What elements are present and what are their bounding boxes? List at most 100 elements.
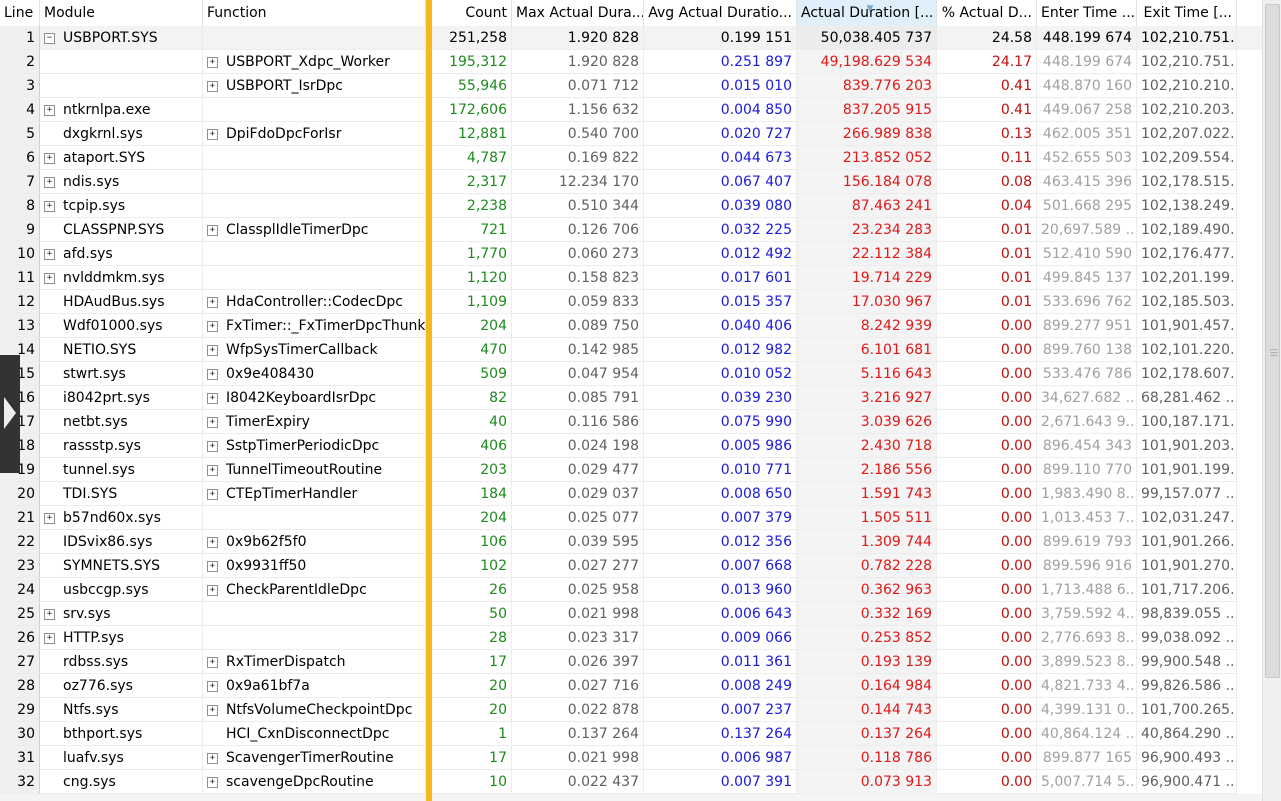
- avg-duration-cell: 0.011 361: [644, 650, 797, 674]
- table-row[interactable]: 4 + ntkrnlpa.exe 172,606 1.156 632 0.004 850 8…: [0, 98, 1262, 122]
- table-row[interactable]: 7 + ndis.sys 2,317 12.234 170 0.067 407 156.18…: [0, 170, 1262, 194]
- line-number: 27: [0, 650, 40, 674]
- header-line[interactable]: Line: [0, 0, 40, 26]
- plus-box-icon[interactable]: +: [207, 368, 218, 380]
- plus-box-icon[interactable]: +: [207, 56, 218, 68]
- plus-box-icon[interactable]: +: [207, 320, 218, 332]
- avg-duration-cell: 0.020 727: [644, 122, 797, 146]
- table-row[interactable]: 22 IDSvix86.sys +0x9b62f5f0 106 0.039 595 0.0…: [0, 530, 1262, 554]
- table-row[interactable]: 6 + ataport.SYS 4,787 0.169 822 0.044 673 213.…: [0, 146, 1262, 170]
- table-row[interactable]: 12 HDAudBus.sys + HdaController::CodecDpc 1,…: [0, 290, 1262, 314]
- enter-time-cell: 20,697.589 ...: [1037, 218, 1137, 242]
- function-cell: [203, 506, 426, 530]
- plus-box-icon[interactable]: +: [207, 80, 218, 92]
- table-row[interactable]: 14 NETIO.SYS + WfpSysTimerCallback 470 0.142 …: [0, 338, 1262, 362]
- table-row[interactable]: 19 tunnel.sys + TunnelTimeoutRoutine 203 0.02…: [0, 458, 1262, 482]
- table-row[interactable]: 30 bthport.sys HCI_CxnDisconnectDpc 1 0.137 …: [0, 722, 1262, 746]
- exit-time-cell: 96,900.493 ...: [1137, 746, 1237, 770]
- plus-box-icon[interactable]: +: [207, 488, 218, 500]
- exit-time-cell: 98,839.055 ...: [1137, 602, 1237, 626]
- table-row[interactable]: 24 usbccgp.sys + CheckParentIdleDpc 26 0.025 …: [0, 578, 1262, 602]
- plus-box-icon[interactable]: +: [207, 776, 218, 788]
- header-module[interactable]: Module: [40, 0, 203, 26]
- frozen-column-splitter[interactable]: [426, 0, 432, 801]
- table-row[interactable]: 32 cng.sys + scavengeDpcRoutine 10 0.022 437 0…: [0, 770, 1262, 794]
- plus-box-icon[interactable]: +: [44, 200, 55, 212]
- header-exit-time[interactable]: Exit Time [...: [1137, 0, 1237, 26]
- plus-box-icon[interactable]: +: [207, 680, 218, 692]
- table-row[interactable]: 23 SYMNETS.SYS +0x9931ff50 102 0.027 277 0.00…: [0, 554, 1262, 578]
- max-duration-cell: 0.029 037: [512, 482, 644, 506]
- table-row[interactable]: 28 oz776.sys +0x9a61bf7a 20 0.027 716 0.008 2…: [0, 674, 1262, 698]
- header-actual-duration[interactable]: ▼ Actual Duration [...: [797, 0, 937, 26]
- table-row[interactable]: 10 + afd.sys 1,770 0.060 273 0.012 492 22.112 …: [0, 242, 1262, 266]
- header-pct-actual-duration[interactable]: % Actual D...: [937, 0, 1037, 26]
- count-cell: 26: [432, 578, 512, 602]
- line-number: 31: [0, 746, 40, 770]
- module-cell: + ataport.SYS: [40, 146, 203, 170]
- plus-box-icon[interactable]: +: [207, 752, 218, 764]
- scrollbar-thumb[interactable]: — — —: [1265, 4, 1280, 678]
- table-row[interactable]: 31 luafv.sys + ScavengerTimerRoutine 17 0.021…: [0, 746, 1262, 770]
- table-row[interactable]: 26 + HTTP.sys 28 0.023 317 0.009 066 0.253 852…: [0, 626, 1262, 650]
- module-name: afd.sys: [63, 246, 113, 262]
- table-row[interactable]: 9 CLASSPNP.SYS + ClassplIdleTimerDpc 721 0.12…: [0, 218, 1262, 242]
- table-row[interactable]: 8 + tcpip.sys 2,238 0.510 344 0.039 080 87.463…: [0, 194, 1262, 218]
- plus-box-icon[interactable]: +: [44, 176, 55, 188]
- plus-box-icon[interactable]: +: [207, 704, 218, 716]
- pct-duration-cell: 0.00: [937, 674, 1037, 698]
- table-row[interactable]: 1− USBPORT.SYS 251,258 1.920 828 0.199 151 50…: [0, 26, 1262, 50]
- plus-box-icon[interactable]: +: [207, 560, 218, 572]
- table-row[interactable]: 13 Wdf01000.sys + FxTimer::_FxTimerDpcThunk…: [0, 314, 1262, 338]
- plus-box-icon[interactable]: +: [44, 104, 55, 116]
- function-name: scavengeDpcRoutine: [226, 774, 374, 790]
- plus-box-icon[interactable]: +: [207, 416, 218, 428]
- plus-box-icon[interactable]: +: [207, 584, 218, 596]
- header-avg-actual-duration[interactable]: Avg Actual Duratio...: [644, 0, 797, 26]
- plus-box-icon[interactable]: +: [44, 512, 55, 524]
- table-row[interactable]: 29 Ntfs.sys + NtfsVolumeCheckpointDpc 20 0.02…: [0, 698, 1262, 722]
- header-enter-time[interactable]: Enter Time ...: [1037, 0, 1137, 26]
- exit-time-cell: 102,210.203...: [1137, 98, 1237, 122]
- plus-box-icon[interactable]: +: [207, 440, 218, 452]
- function-cell: + DpiFdoDpcForIsr: [203, 122, 426, 146]
- plus-box-icon[interactable]: +: [207, 464, 218, 476]
- plus-box-icon[interactable]: +: [207, 656, 218, 668]
- plus-box-icon[interactable]: +: [44, 248, 55, 260]
- header-function[interactable]: Function: [203, 0, 426, 26]
- count-cell: 1,770: [432, 242, 512, 266]
- table-row[interactable]: 2 + USBPORT_Xdpc_Worker 195,312 1.920 828 0.2…: [0, 50, 1262, 74]
- table-row[interactable]: 15 stwrt.sys +0x9e408430 509 0.047 954 0.010 …: [0, 362, 1262, 386]
- plus-box-icon[interactable]: +: [44, 152, 55, 164]
- avg-duration-cell: 0.015 357: [644, 290, 797, 314]
- plus-box-icon[interactable]: +: [44, 632, 55, 644]
- vertical-scrollbar[interactable]: — — —: [1262, 0, 1281, 801]
- table-row[interactable]: 18 rassstp.sys + SstpTimerPeriodicDpc 406 0.0…: [0, 434, 1262, 458]
- plus-box-icon[interactable]: +: [207, 224, 218, 236]
- enter-time-cell: 899.619 793: [1037, 530, 1137, 554]
- table-row[interactable]: 16 i8042prt.sys + I8042KeyboardIsrDpc 82 0.08…: [0, 386, 1262, 410]
- pct-duration-cell: 0.01: [937, 218, 1037, 242]
- plus-box-icon[interactable]: +: [207, 296, 218, 308]
- minus-box-icon[interactable]: −: [44, 32, 55, 44]
- table-row[interactable]: 21 + b57nd60x.sys 204 0.025 077 0.007 379 1.50…: [0, 506, 1262, 530]
- table-row[interactable]: 11 + nvlddmkm.sys 1,120 0.158 823 0.017 601 19…: [0, 266, 1262, 290]
- plus-box-icon[interactable]: +: [44, 272, 55, 284]
- table-row[interactable]: 3 + USBPORT_IsrDpc 55,946 0.071 712 0.015 010…: [0, 74, 1262, 98]
- plus-box-icon[interactable]: +: [207, 128, 218, 140]
- plus-box-icon[interactable]: +: [44, 608, 55, 620]
- plus-box-icon[interactable]: +: [207, 536, 218, 548]
- count-cell: 204: [432, 506, 512, 530]
- header-max-actual-duration[interactable]: Max Actual Dura...: [512, 0, 644, 26]
- plus-box-icon[interactable]: +: [207, 392, 218, 404]
- header-count[interactable]: Count: [432, 0, 512, 26]
- table-row[interactable]: 25 + srv.sys 50 0.021 998 0.006 643 0.332 169 0…: [0, 602, 1262, 626]
- plus-box-icon[interactable]: +: [207, 344, 218, 356]
- module-cell: CLASSPNP.SYS: [40, 218, 203, 242]
- table-row[interactable]: 17 netbt.sys + TimerExpiry 40 0.116 586 0.075 …: [0, 410, 1262, 434]
- side-panel-toggle[interactable]: [0, 355, 20, 473]
- table-row[interactable]: 5 dxgkrnl.sys + DpiFdoDpcForIsr 12,881 0.540 …: [0, 122, 1262, 146]
- table-row[interactable]: 20 TDI.SYS + CTEpTimerHandler 184 0.029 037 0.…: [0, 482, 1262, 506]
- count-cell: 82: [432, 386, 512, 410]
- table-row[interactable]: 27 rdbss.sys + RxTimerDispatch 17 0.026 397 0.…: [0, 650, 1262, 674]
